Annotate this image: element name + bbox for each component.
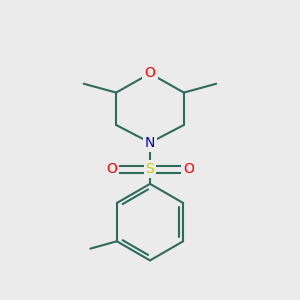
Text: O: O <box>106 162 117 176</box>
Text: N: N <box>145 136 155 150</box>
Text: O: O <box>145 66 155 80</box>
Text: S: S <box>146 162 154 176</box>
Text: O: O <box>183 162 194 176</box>
